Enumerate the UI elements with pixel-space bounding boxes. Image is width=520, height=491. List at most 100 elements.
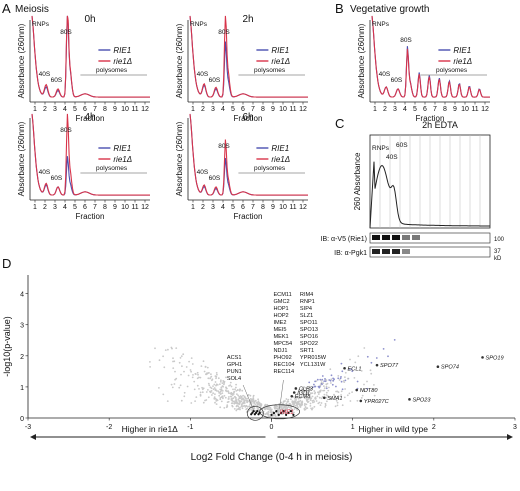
gene-point xyxy=(220,379,222,382)
cluster-point xyxy=(275,410,278,413)
gene-point xyxy=(304,389,306,392)
x-tick-label: 3 xyxy=(513,424,517,431)
gene-point xyxy=(287,405,290,408)
gene-point xyxy=(222,381,225,383)
y-axis-label: Absorbance (260nm) xyxy=(17,121,26,196)
gene-point xyxy=(204,399,206,402)
gene-point xyxy=(236,389,239,391)
gene-point xyxy=(223,394,226,397)
edta-profile-line xyxy=(369,161,490,229)
gene-point xyxy=(304,386,307,389)
gene-point xyxy=(183,391,186,394)
x-tick-label: 6 xyxy=(423,106,427,113)
left-gene-label: PUN1 xyxy=(227,369,242,375)
gene-point xyxy=(258,403,260,405)
mw-kd: kD xyxy=(494,256,502,262)
peak-label-rnps: RNPs xyxy=(190,21,208,28)
x-tick-label: 9 xyxy=(113,204,117,211)
gene-point xyxy=(306,407,309,409)
gene-point xyxy=(238,403,241,406)
y-tick-label: 3 xyxy=(20,323,24,330)
point-label-ndt80: NDT80 xyxy=(360,388,379,394)
mw-37: 37 xyxy=(494,249,501,255)
gene-point xyxy=(252,394,255,397)
left-gene-label: SOL4 xyxy=(227,376,241,382)
x-tick-label: 8 xyxy=(103,106,107,113)
gene-point xyxy=(299,397,302,400)
gene-point xyxy=(270,409,273,411)
gene-point xyxy=(219,383,221,386)
gene-point xyxy=(363,383,365,386)
peak-label-60s: 60S xyxy=(391,77,403,84)
gene-point xyxy=(308,397,310,400)
gene-point xyxy=(349,358,351,361)
x-tick-label: 12 xyxy=(299,106,307,113)
gene-point xyxy=(266,408,269,410)
gene-point xyxy=(325,385,328,388)
gene-point xyxy=(249,397,252,400)
gene-point xyxy=(311,392,314,394)
x-tick-label: 9 xyxy=(271,106,275,113)
ime1-label: IME1 xyxy=(280,410,294,416)
gene-point xyxy=(278,402,281,405)
gene-point xyxy=(302,390,305,393)
gene-point xyxy=(246,401,248,403)
peak-label-80s: 80S xyxy=(400,37,412,44)
gene-point xyxy=(340,362,343,365)
gene-point xyxy=(231,404,234,407)
gene-point xyxy=(227,396,230,398)
gene-point xyxy=(319,384,322,386)
gene-point xyxy=(207,396,210,399)
gene-list-leader xyxy=(279,379,284,409)
gene-point xyxy=(229,381,232,384)
gene-point xyxy=(325,394,328,396)
gene-point xyxy=(175,377,178,380)
gene-point xyxy=(293,396,295,398)
gene-point xyxy=(335,390,337,393)
left-gene-label: ACS1 xyxy=(227,355,242,361)
gene-point xyxy=(281,407,284,410)
point-label-clb3: CLB3 xyxy=(299,386,314,392)
gene-point xyxy=(270,411,273,414)
gene-point xyxy=(312,401,314,404)
gene-point xyxy=(239,408,241,411)
gene-point xyxy=(293,411,295,414)
gene-point xyxy=(297,396,300,399)
gene-point xyxy=(348,368,351,370)
gene-point xyxy=(351,391,353,393)
gene-point xyxy=(235,390,238,392)
gene-point xyxy=(323,380,326,382)
gene-point xyxy=(215,389,218,392)
gene-point xyxy=(296,393,299,396)
x-tick-label: 11 xyxy=(289,204,296,211)
gene-point xyxy=(237,405,240,408)
gene-list-label: YCL131W xyxy=(300,362,326,368)
gene-point xyxy=(324,378,326,380)
gene-point xyxy=(205,373,207,376)
gene-point xyxy=(233,408,236,410)
gene-point xyxy=(192,374,194,376)
gene-point xyxy=(222,385,225,388)
x-tick-label: 7 xyxy=(251,106,255,113)
gene-point xyxy=(199,391,202,394)
labeled-point xyxy=(408,398,411,401)
panel-letter-b: B xyxy=(335,1,344,16)
peak-label-60s: 60S xyxy=(51,77,63,84)
gene-point xyxy=(149,361,151,363)
gene-point xyxy=(382,348,385,350)
gene-point xyxy=(193,388,196,391)
x-tick-label: 1 xyxy=(191,204,195,211)
panel-time-label: 0h xyxy=(84,14,95,25)
gene-point xyxy=(327,389,330,392)
x-tick-label: 9 xyxy=(453,106,457,113)
gene-point xyxy=(303,397,306,400)
gene-point xyxy=(257,400,260,403)
gene-point xyxy=(320,389,322,392)
gene-point xyxy=(254,404,257,406)
gene-list-label: PHO92 xyxy=(273,355,291,361)
gene-point xyxy=(213,396,216,398)
gene-point xyxy=(242,405,245,407)
series-rie1-delta xyxy=(189,15,308,98)
blot-band xyxy=(392,249,400,254)
